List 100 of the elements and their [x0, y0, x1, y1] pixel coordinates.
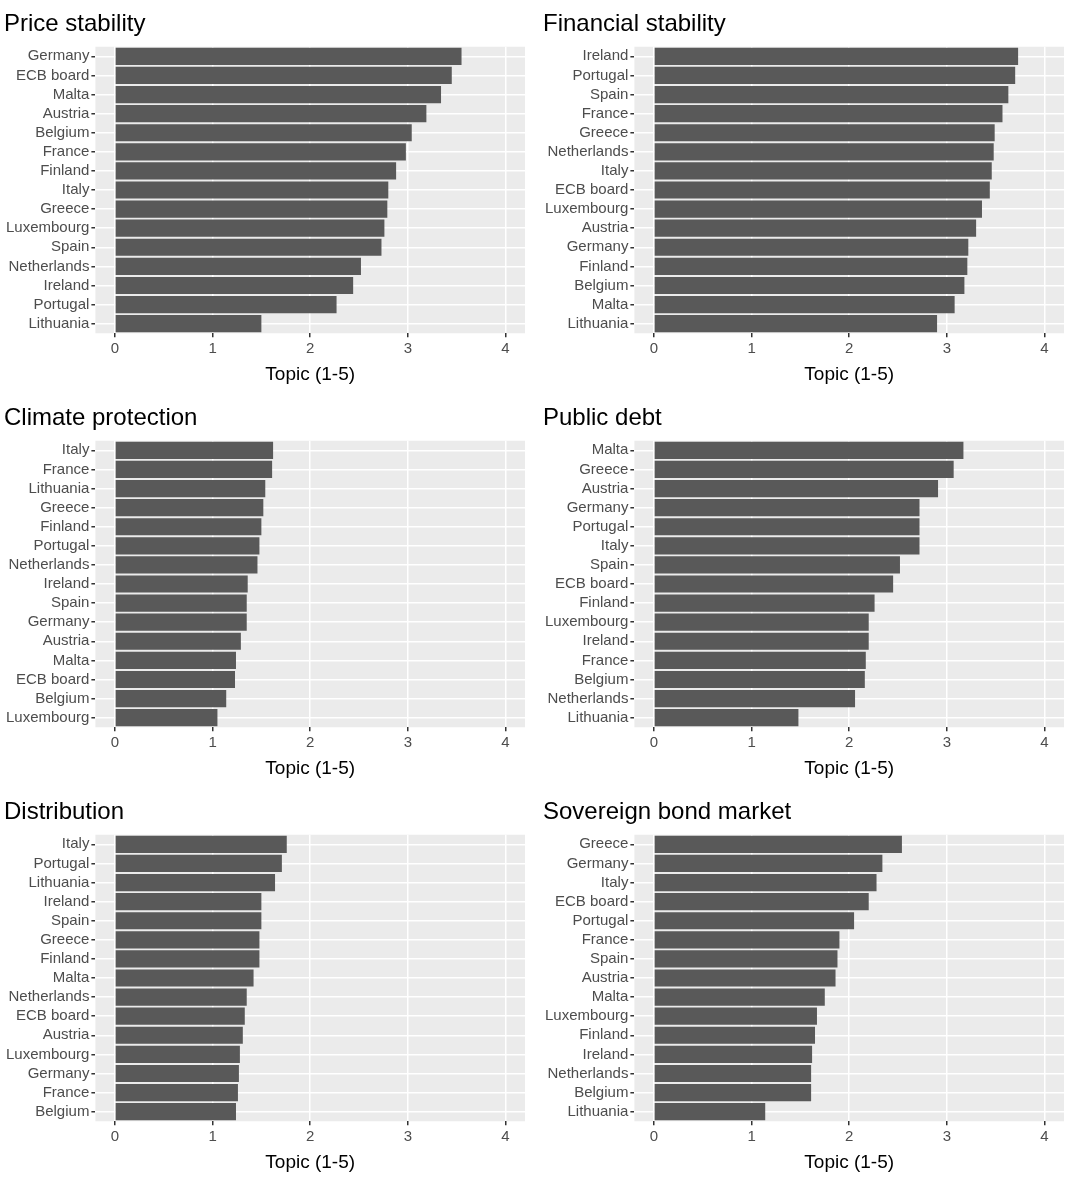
bar — [115, 651, 236, 669]
bar — [115, 537, 260, 555]
y-tick-label: Greece — [40, 929, 90, 947]
y-tick-label: Netherlands — [547, 688, 629, 706]
bar — [115, 276, 354, 295]
x-tick-label: 4 — [1040, 1127, 1049, 1145]
y-tick-label: Spain — [590, 84, 629, 102]
y-tick-label: Ireland — [582, 46, 629, 64]
bar — [115, 613, 247, 631]
y-tick-label: Belgium — [35, 122, 90, 140]
bar — [654, 1083, 812, 1102]
x-axis-title: Topic (1-5) — [804, 362, 895, 384]
y-tick-label: Spain — [51, 910, 90, 928]
y-tick-label: Malta — [591, 987, 630, 1005]
chart-title: Sovereign bond market — [543, 797, 792, 825]
x-tick-label: 2 — [845, 1127, 854, 1145]
bar — [654, 613, 869, 631]
bar — [654, 931, 840, 949]
y-tick-label: Ireland — [43, 574, 90, 592]
bar — [654, 1045, 813, 1063]
y-tick-label: Austria — [581, 968, 630, 986]
y-tick-label: Germany — [566, 237, 629, 255]
x-tick-label: 3 — [403, 339, 412, 357]
bar — [115, 709, 218, 727]
bar — [654, 124, 995, 142]
y-tick-label: Lithuania — [567, 707, 630, 725]
y-tick-label: Germany — [27, 612, 90, 630]
bar — [115, 873, 276, 892]
y-tick-label: Belgium — [574, 1082, 629, 1100]
y-tick-label: Spain — [51, 593, 90, 611]
bar — [115, 670, 236, 689]
bar — [115, 575, 248, 593]
bar — [115, 181, 389, 199]
y-tick-label: Austria — [42, 103, 91, 121]
x-tick-label: 3 — [403, 733, 412, 751]
bar — [654, 276, 965, 295]
y-tick-label: Lithuania — [28, 872, 91, 890]
bar — [115, 295, 337, 314]
y-tick-label: Netherlands — [547, 1063, 629, 1081]
bar — [654, 854, 883, 873]
bar — [115, 162, 397, 180]
x-tick-label: 0 — [110, 1127, 120, 1145]
y-tick-label: Lithuania — [28, 478, 91, 496]
bar — [654, 575, 894, 593]
bar — [654, 479, 939, 498]
y-tick-label: ECB board — [555, 574, 629, 592]
y-tick-label: Italy — [600, 161, 629, 179]
bar — [115, 200, 388, 218]
chart-title: Price stability — [4, 9, 146, 37]
bar — [654, 181, 990, 199]
y-tick-label: Greece — [579, 122, 629, 140]
bar — [115, 499, 264, 517]
x-tick-label: 2 — [306, 1127, 315, 1145]
x-tick-label: 1 — [208, 339, 217, 357]
bar — [654, 835, 902, 853]
y-tick-label: Finland — [579, 256, 629, 274]
bar — [654, 893, 869, 911]
bar — [115, 854, 282, 873]
x-tick-label: 2 — [306, 339, 315, 357]
bar — [115, 1103, 236, 1121]
y-tick-label: Portugal — [33, 294, 90, 312]
bar — [654, 556, 900, 574]
bar — [654, 873, 877, 892]
x-tick-label: 0 — [649, 1127, 659, 1145]
y-tick-label: Portugal — [33, 535, 90, 553]
bar — [115, 479, 266, 498]
bar — [115, 950, 260, 968]
y-tick-label: Germany — [27, 1063, 90, 1081]
bar — [654, 238, 969, 256]
bar — [654, 1007, 817, 1025]
x-tick-label: 3 — [942, 733, 951, 751]
y-tick-label: ECB board — [16, 1006, 90, 1024]
x-tick-label: 2 — [845, 339, 854, 357]
y-tick-label: Netherlands — [547, 141, 629, 159]
chart-title: Distribution — [4, 797, 125, 825]
bar — [654, 257, 968, 275]
y-tick-label: Italy — [600, 872, 629, 890]
y-tick-label: Netherlands — [8, 256, 90, 274]
y-tick-label: Belgium — [35, 688, 90, 706]
bar — [654, 988, 825, 1006]
bar — [654, 537, 920, 555]
bar — [115, 1007, 245, 1025]
bar — [115, 66, 452, 85]
y-tick-label: Portugal — [33, 853, 90, 871]
x-tick-label: 2 — [306, 733, 315, 751]
bar — [654, 1026, 816, 1044]
bar — [115, 85, 442, 104]
y-tick-label: Germany — [566, 497, 629, 515]
y-tick-label: Belgium — [35, 1101, 90, 1119]
x-tick-label: 1 — [208, 733, 217, 751]
y-tick-label: Finland — [40, 516, 90, 534]
x-tick-label: 0 — [110, 733, 120, 751]
bar — [115, 632, 241, 650]
bar — [654, 143, 994, 161]
y-tick-label: Portugal — [572, 910, 629, 928]
x-axis-title: Topic (1-5) — [804, 756, 895, 778]
bar — [115, 594, 247, 612]
y-tick-label: Greece — [579, 834, 629, 852]
y-tick-label: Finland — [40, 949, 90, 967]
bar — [115, 988, 247, 1006]
